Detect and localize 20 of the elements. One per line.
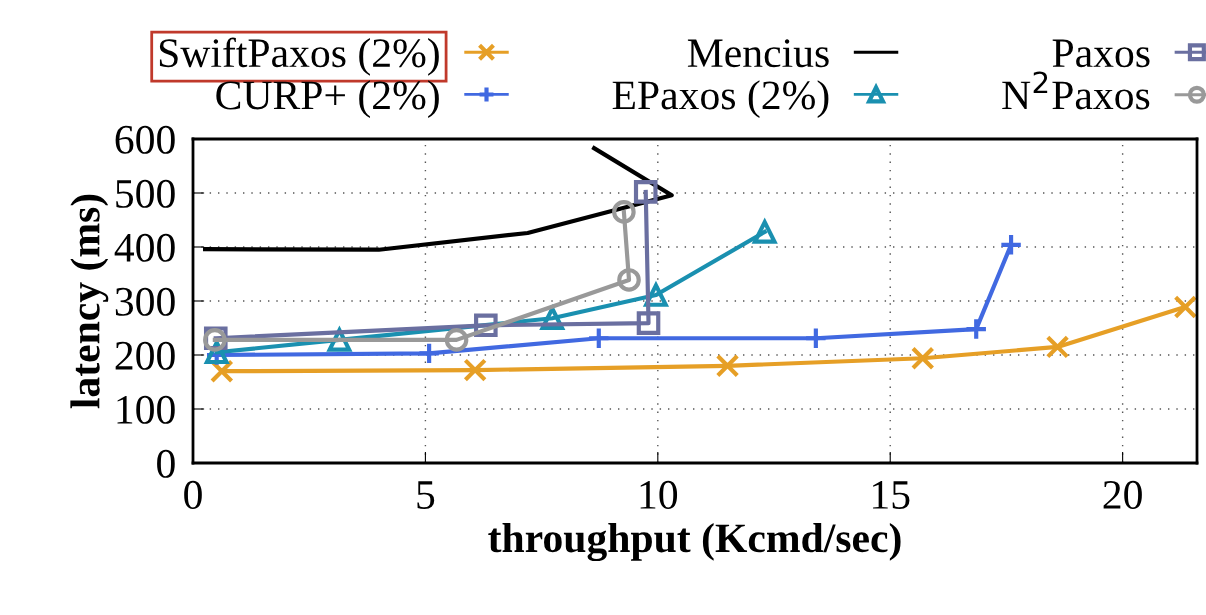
y-tick-label: 200 xyxy=(115,341,175,370)
legend-label: SwiftPaxos (2%) xyxy=(159,37,439,76)
y-tick-label: 600 xyxy=(115,125,175,154)
y-tick-label: 0 xyxy=(157,449,175,478)
y-tick-label: 400 xyxy=(114,233,175,262)
legend-label: CURP+ (2%) xyxy=(216,80,439,118)
x-tick-label: 10 xyxy=(640,480,678,509)
legend-label: N$^{2}$Paxos xyxy=(1002,71,1150,110)
x-tick-label: 5 xyxy=(417,481,435,509)
x-tick-label: 15 xyxy=(873,481,910,509)
legend-label: Paxos xyxy=(1052,39,1150,68)
y-tick-label: 300 xyxy=(115,287,175,316)
y-tick-label: 500 xyxy=(116,179,175,208)
x-tick-label: 0 xyxy=(184,480,202,509)
x-tick-label: 20 xyxy=(1103,480,1142,509)
legend-label: Mencius xyxy=(687,39,829,68)
x-axis-title: throughput (Kcmd/sec) xyxy=(488,523,901,562)
y-tick-label: 100 xyxy=(117,395,175,424)
legend-label: EPaxos (2%) xyxy=(612,80,829,118)
y-axis-title: latency (ms) xyxy=(70,194,109,409)
